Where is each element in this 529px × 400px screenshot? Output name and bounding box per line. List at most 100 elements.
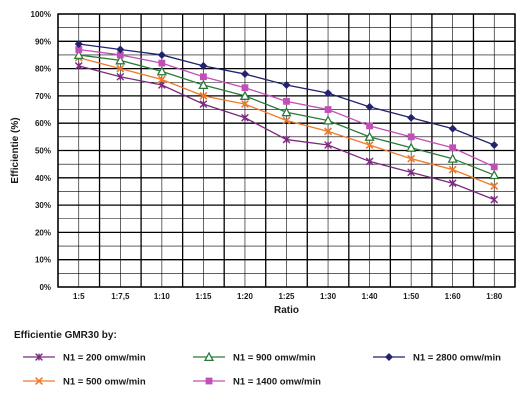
- data-point-4: [407, 113, 416, 122]
- data-point-0: [241, 113, 249, 122]
- data-point-1: [199, 91, 208, 100]
- data-point-3: [407, 133, 415, 141]
- data-point-1-stroke: [490, 182, 499, 190]
- series-lines: [73, 40, 500, 204]
- legend-label: N1 = 200 omw/min: [63, 353, 146, 364]
- data-point-4: [365, 102, 374, 111]
- x-tick-label: 1:30: [320, 292, 337, 301]
- y-tick-label: 20%: [35, 228, 51, 237]
- data-point-3-shape: [283, 97, 290, 105]
- data-point-1: [282, 116, 291, 125]
- x-tick-label: 1:10: [154, 292, 171, 301]
- data-point-3-shape: [116, 51, 124, 59]
- data-point-1: [116, 64, 125, 73]
- data-point-2-shape: [156, 65, 167, 76]
- data-point-3: [75, 46, 83, 53]
- data-point-1: [448, 165, 457, 174]
- data-point-3-shape: [449, 144, 457, 152]
- legend-item: N1 = 1400 omw/min: [193, 377, 321, 388]
- data-point-4-shape: [282, 80, 291, 89]
- data-point-1: [240, 100, 249, 109]
- grid-lines: [57, 13, 516, 288]
- data-point-2: [364, 131, 375, 141]
- legend-label: N1 = 1400 omw/min: [233, 377, 321, 388]
- data-point-4: [240, 70, 249, 79]
- x-tick-labels: 1:5 1:7,5 1:10 1:15 1:20 1:25 1:30 1:40 1:50 1:60…: [73, 292, 503, 301]
- y-tick-label: 80%: [35, 65, 51, 74]
- legend-marker-shape: [205, 377, 213, 385]
- data-point-0: [365, 157, 374, 166]
- data-point-2-shape: [447, 153, 458, 163]
- data-point-3-shape: [200, 73, 207, 81]
- data-point-1: [407, 154, 416, 163]
- data-point-1: [490, 182, 499, 190]
- data-point-4: [199, 61, 208, 70]
- data-point-0: [324, 141, 332, 149]
- data-point-3-shape: [407, 133, 415, 141]
- x-tick-label: 1:7,5: [111, 292, 130, 301]
- y-tick-label: 100%: [31, 10, 51, 19]
- data-point-2-shape: [281, 106, 292, 117]
- y-tick-label: 40%: [35, 174, 51, 183]
- y-tick-label: 10%: [35, 256, 51, 265]
- y-axis-title: Efficientie (%): [10, 117, 21, 183]
- x-tick-label: 1:80: [486, 292, 503, 301]
- data-point-2-shape: [115, 55, 126, 65]
- legend-marker-stroke: [35, 377, 43, 385]
- y-tick-label: 90%: [35, 37, 51, 46]
- data-point-4-shape: [365, 102, 374, 111]
- y-tick-label: 0%: [39, 283, 51, 292]
- data-point-2-shape: [239, 90, 251, 100]
- data-point-1: [324, 127, 333, 136]
- data-point-0: [199, 100, 208, 108]
- legend-marker: [35, 353, 43, 361]
- legend-item: N1 = 200 omw/min: [23, 353, 146, 364]
- y-tick-label: 30%: [35, 201, 51, 210]
- data-point-4: [324, 89, 333, 98]
- legend-item: N1 = 2800 omw/min: [373, 353, 501, 364]
- legend-marker: [203, 351, 215, 362]
- legend-item: N1 = 900 omw/min: [193, 351, 316, 364]
- data-point-4: [490, 141, 499, 150]
- data-point-2-shape: [406, 142, 417, 152]
- legend-marker-shape: [385, 353, 393, 361]
- data-point-3-shape: [490, 163, 498, 171]
- legend-marker: [385, 353, 393, 361]
- data-point-2-shape: [364, 131, 375, 141]
- data-point-3-shape: [75, 46, 83, 53]
- data-point-4-shape: [74, 40, 83, 49]
- data-point-1-stroke: [365, 141, 374, 150]
- data-point-0: [282, 135, 291, 144]
- y-tick-label: 50%: [35, 147, 51, 156]
- data-point-0: [74, 61, 83, 70]
- data-point-4-shape: [116, 45, 125, 54]
- data-point-2-shape: [322, 115, 334, 125]
- data-point-2: [198, 79, 209, 90]
- data-point-1-stroke: [448, 165, 457, 174]
- data-point-4-shape: [240, 70, 249, 79]
- legend-marker-shape: [203, 351, 215, 362]
- data-point-2: [239, 90, 251, 100]
- data-point-1: [157, 75, 166, 84]
- x-tick-label: 1:20: [237, 292, 254, 301]
- data-point-4: [282, 80, 291, 89]
- data-point-3-shape: [324, 106, 332, 113]
- data-point-2: [322, 115, 334, 125]
- data-point-2-shape: [73, 49, 84, 59]
- legend-marker: [35, 377, 43, 385]
- data-point-3: [200, 73, 207, 81]
- x-tick-label: 1:60: [445, 292, 462, 301]
- data-point-2: [447, 153, 458, 163]
- legend: N1 = 200 omw/min N1 = 500 omw/min N1 = 900…: [23, 351, 501, 388]
- data-point-2: [489, 169, 500, 180]
- data-point-1-stroke: [324, 127, 333, 136]
- data-point-1: [365, 141, 374, 150]
- data-point-1-stroke: [282, 116, 291, 125]
- data-point-3: [116, 51, 124, 59]
- data-point-4-shape: [407, 113, 416, 122]
- data-point-0: [116, 72, 125, 81]
- y-tick-labels: 0% 10% 20% 30% 40% 50% 60% 70% 80% 90% 100%: [31, 10, 51, 292]
- legend-label: N1 = 900 omw/min: [233, 353, 316, 364]
- legend-marker: [205, 377, 213, 385]
- data-point-3-shape: [241, 84, 249, 92]
